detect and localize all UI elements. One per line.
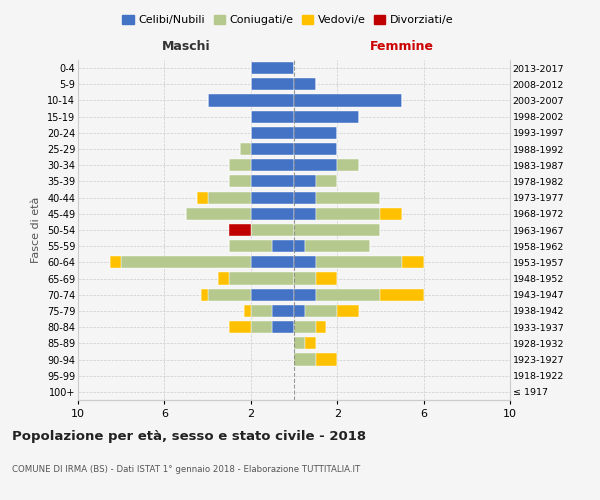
Bar: [316, 288, 380, 301]
Bar: [251, 288, 294, 301]
Bar: [337, 159, 359, 172]
Bar: [305, 305, 337, 317]
Text: Popolazione per età, sesso e stato civile - 2018: Popolazione per età, sesso e stato civil…: [12, 430, 366, 443]
Bar: [305, 240, 370, 252]
Bar: [305, 338, 316, 349]
Bar: [380, 288, 424, 301]
Bar: [294, 272, 316, 284]
Bar: [251, 192, 294, 203]
Bar: [229, 240, 272, 252]
Bar: [294, 143, 337, 155]
Bar: [251, 78, 294, 90]
Bar: [208, 192, 251, 203]
Bar: [229, 272, 294, 284]
Bar: [201, 288, 208, 301]
Bar: [316, 354, 337, 366]
Y-axis label: Fasce di età: Fasce di età: [31, 197, 41, 263]
Bar: [294, 256, 316, 268]
Bar: [294, 127, 337, 139]
Bar: [110, 256, 121, 268]
Bar: [229, 176, 251, 188]
Bar: [251, 159, 294, 172]
Bar: [229, 159, 251, 172]
Bar: [251, 62, 294, 74]
Bar: [316, 321, 326, 333]
Bar: [208, 288, 251, 301]
Text: Maschi: Maschi: [161, 40, 211, 52]
Bar: [294, 208, 316, 220]
Bar: [294, 110, 359, 122]
Bar: [316, 208, 380, 220]
Bar: [251, 143, 294, 155]
Bar: [208, 94, 294, 106]
Bar: [272, 240, 294, 252]
Bar: [337, 305, 359, 317]
Bar: [294, 94, 402, 106]
Bar: [294, 176, 316, 188]
Bar: [251, 110, 294, 122]
Bar: [186, 208, 251, 220]
Bar: [316, 256, 402, 268]
Bar: [251, 305, 272, 317]
Bar: [251, 224, 294, 236]
Bar: [272, 321, 294, 333]
Legend: Celibi/Nubili, Coniugati/e, Vedovi/e, Divorziati/e: Celibi/Nubili, Coniugati/e, Vedovi/e, Di…: [118, 10, 458, 30]
Bar: [316, 192, 380, 203]
Bar: [251, 321, 272, 333]
Text: COMUNE DI IRMA (BS) - Dati ISTAT 1° gennaio 2018 - Elaborazione TUTTITALIA.IT: COMUNE DI IRMA (BS) - Dati ISTAT 1° genn…: [12, 465, 360, 474]
Bar: [197, 192, 208, 203]
Bar: [251, 127, 294, 139]
Bar: [294, 321, 316, 333]
Bar: [316, 272, 337, 284]
Bar: [251, 208, 294, 220]
Bar: [294, 288, 316, 301]
Bar: [402, 256, 424, 268]
Bar: [294, 192, 316, 203]
Bar: [272, 305, 294, 317]
Bar: [294, 338, 305, 349]
Bar: [294, 78, 316, 90]
Bar: [294, 159, 337, 172]
Bar: [294, 240, 305, 252]
Bar: [218, 272, 229, 284]
Bar: [251, 176, 294, 188]
Bar: [380, 208, 402, 220]
Text: Femmine: Femmine: [370, 40, 434, 52]
Bar: [244, 305, 251, 317]
Bar: [240, 143, 251, 155]
Bar: [294, 224, 380, 236]
Bar: [316, 176, 337, 188]
Bar: [121, 256, 251, 268]
Bar: [229, 321, 251, 333]
Bar: [229, 224, 251, 236]
Bar: [294, 305, 305, 317]
Bar: [294, 354, 316, 366]
Bar: [251, 256, 294, 268]
